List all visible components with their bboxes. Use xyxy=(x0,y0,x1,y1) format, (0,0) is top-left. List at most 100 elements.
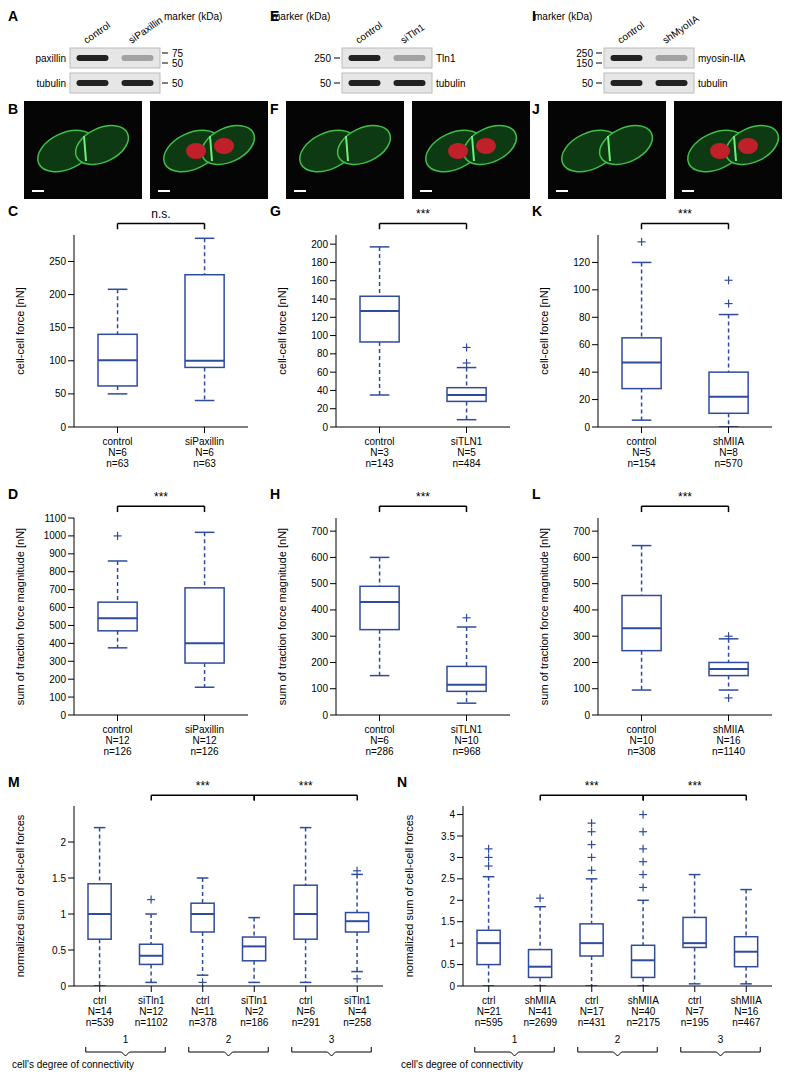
svg-text:controlN=6n=63: controlN=6n=63 xyxy=(102,436,132,469)
svg-text:siTLN1N=5n=484: siTLN1N=5n=484 xyxy=(451,436,483,469)
svg-text:***: *** xyxy=(196,779,210,793)
svg-text:40: 40 xyxy=(579,367,591,378)
svg-text:cell-cell force [nN]: cell-cell force [nN] xyxy=(276,287,288,374)
svg-text:80: 80 xyxy=(317,348,329,359)
svg-text:3: 3 xyxy=(718,1034,724,1045)
svg-text:ctrlN=7n=195: ctrlN=7n=195 xyxy=(681,995,710,1028)
svg-text:0: 0 xyxy=(60,981,66,992)
svg-text:20: 20 xyxy=(579,394,591,405)
svg-text:2: 2 xyxy=(60,837,66,848)
svg-text:0.5: 0.5 xyxy=(441,959,455,970)
svg-text:60: 60 xyxy=(317,367,329,378)
svg-text:normalized sum of cell-cell fo: normalized sum of cell-cell forces xyxy=(403,814,415,977)
svg-text:800: 800 xyxy=(49,566,66,577)
svg-text:ctrlN=6n=291: ctrlN=6n=291 xyxy=(292,995,321,1028)
svg-text:50: 50 xyxy=(320,78,332,89)
svg-text:500: 500 xyxy=(573,578,590,589)
svg-text:400: 400 xyxy=(311,604,328,615)
svg-text:300: 300 xyxy=(49,656,66,667)
svg-text:1000: 1000 xyxy=(44,530,67,541)
svg-text:1: 1 xyxy=(123,1034,129,1045)
svg-text:40: 40 xyxy=(317,385,329,396)
svg-text:4: 4 xyxy=(449,809,455,820)
svg-text:cell's degree of connectivity: cell's degree of connectivity xyxy=(401,1059,523,1070)
svg-text:myosin-IIA: myosin-IIA xyxy=(698,53,746,64)
svg-text:500: 500 xyxy=(311,578,328,589)
svg-text:200: 200 xyxy=(49,289,66,300)
svg-text:3: 3 xyxy=(329,1034,335,1045)
svg-text:controlN=10n=308: controlN=10n=308 xyxy=(626,724,656,757)
svg-text:control: control xyxy=(353,19,384,45)
svg-text:siTln1N=2n=186: siTln1N=2n=186 xyxy=(240,995,269,1028)
svg-text:400: 400 xyxy=(573,604,590,615)
svg-text:600: 600 xyxy=(573,552,590,563)
svg-text:siTLN1N=10n=968: siTLN1N=10n=968 xyxy=(451,724,483,757)
svg-text:100: 100 xyxy=(49,692,66,703)
svg-text:500: 500 xyxy=(49,620,66,631)
svg-text:***: *** xyxy=(585,779,599,793)
svg-text:***: *** xyxy=(416,207,430,221)
svg-text:150: 150 xyxy=(576,58,593,69)
svg-text:control: control xyxy=(81,19,112,45)
svg-text:1.5: 1.5 xyxy=(52,873,66,884)
svg-text:marker (kDa): marker (kDa) xyxy=(164,11,222,22)
svg-text:shMIIAN=41n=2699: shMIIAN=41n=2699 xyxy=(523,995,557,1028)
svg-text:50: 50 xyxy=(55,388,67,399)
svg-text:100: 100 xyxy=(573,284,590,295)
svg-text:2: 2 xyxy=(226,1034,232,1045)
svg-text:controlN=3n=143: controlN=3n=143 xyxy=(364,436,394,469)
svg-text:cell-cell force [nN]: cell-cell force [nN] xyxy=(538,287,550,374)
svg-text:2: 2 xyxy=(449,895,455,906)
svg-text:200: 200 xyxy=(573,657,590,668)
svg-text:marker (kDa): marker (kDa) xyxy=(272,11,330,22)
svg-text:tubulin: tubulin xyxy=(37,78,66,89)
svg-text:0: 0 xyxy=(60,710,66,721)
svg-text:150: 150 xyxy=(49,322,66,333)
svg-text:***: *** xyxy=(688,779,702,793)
svg-text:0: 0 xyxy=(449,981,455,992)
svg-text:3: 3 xyxy=(449,852,455,863)
svg-text:***: *** xyxy=(678,207,692,221)
svg-text:400: 400 xyxy=(49,638,66,649)
svg-text:300: 300 xyxy=(311,631,328,642)
svg-text:1100: 1100 xyxy=(44,513,66,524)
svg-text:tubulin: tubulin xyxy=(436,78,465,89)
svg-text:1.5: 1.5 xyxy=(441,916,455,927)
svg-text:0: 0 xyxy=(584,710,590,721)
svg-text:50: 50 xyxy=(172,78,184,89)
svg-text:control: control xyxy=(615,19,646,45)
svg-text:600: 600 xyxy=(311,552,328,563)
svg-text:shMIIAN=16n=467: shMIIAN=16n=467 xyxy=(731,995,762,1028)
svg-text:1: 1 xyxy=(512,1034,518,1045)
svg-text:siPaxillinN=6n=63: siPaxillinN=6n=63 xyxy=(185,436,224,469)
svg-text:controlN=6n=286: controlN=6n=286 xyxy=(364,724,394,757)
svg-text:Tln1: Tln1 xyxy=(436,53,456,64)
svg-text:n.s.: n.s. xyxy=(151,207,170,221)
svg-text:120: 120 xyxy=(573,257,590,268)
svg-text:tubulin: tubulin xyxy=(698,78,727,89)
svg-text:ctrlN=21n=595: ctrlN=21n=595 xyxy=(475,995,504,1028)
svg-text:controlN=12n=126: controlN=12n=126 xyxy=(102,724,132,757)
svg-text:2.5: 2.5 xyxy=(441,873,455,884)
svg-text:2: 2 xyxy=(615,1034,621,1045)
svg-text:0.5: 0.5 xyxy=(52,945,66,956)
svg-text:normalized sum of cell-cell fo: normalized sum of cell-cell forces xyxy=(14,814,26,977)
svg-text:siPaxillin: siPaxillin xyxy=(126,14,164,45)
svg-text:siTln1N=12n=1102: siTln1N=12n=1102 xyxy=(135,995,168,1028)
svg-text:shMIIAN=40n=2175: shMIIAN=40n=2175 xyxy=(626,995,660,1028)
svg-text:160: 160 xyxy=(311,275,328,286)
svg-text:20: 20 xyxy=(317,403,329,414)
svg-text:180: 180 xyxy=(311,257,328,268)
svg-text:shMIIAN=16n=1140: shMIIAN=16n=1140 xyxy=(712,724,745,757)
svg-text:120: 120 xyxy=(311,312,328,323)
svg-text:100: 100 xyxy=(49,355,66,366)
svg-text:200: 200 xyxy=(311,239,328,250)
svg-text:100: 100 xyxy=(573,683,590,694)
svg-text:200: 200 xyxy=(311,657,328,668)
svg-text:200: 200 xyxy=(49,674,66,685)
svg-text:0: 0 xyxy=(584,422,590,433)
svg-text:controlN=5n=154: controlN=5n=154 xyxy=(626,436,656,469)
svg-text:100: 100 xyxy=(311,330,328,341)
svg-text:0: 0 xyxy=(322,710,328,721)
svg-text:3.5: 3.5 xyxy=(441,831,455,842)
